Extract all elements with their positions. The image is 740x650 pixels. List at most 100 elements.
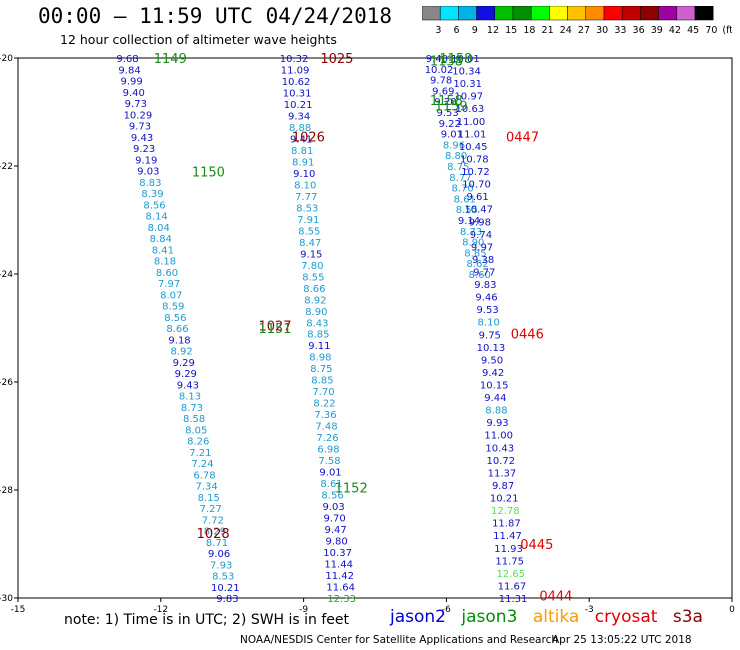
x-tick-label: -6 bbox=[442, 605, 451, 612]
swh-value-label: 9.69 bbox=[432, 86, 454, 97]
swh-value-label: 8.14 bbox=[146, 212, 168, 223]
swh-value-label: 8.83 bbox=[139, 178, 161, 189]
swh-value-label: 10.21 bbox=[490, 494, 519, 505]
swh-value-label: 7.36 bbox=[314, 410, 336, 421]
swh-value-label: 10.34 bbox=[452, 67, 481, 78]
colorbar-swatch bbox=[694, 6, 714, 21]
swh-value-label: 7.34 bbox=[195, 482, 217, 493]
y-tick-label: -20 bbox=[0, 54, 13, 64]
swh-value-label: 12.65 bbox=[497, 569, 526, 580]
swh-value-label: 9.53 bbox=[476, 305, 498, 316]
swh-value-label: 8.60 bbox=[156, 268, 178, 279]
colorbar-label: 33 bbox=[614, 25, 626, 36]
pass-time-label: 0447 bbox=[506, 130, 539, 145]
swh-value-label: 9.97 bbox=[471, 242, 493, 253]
swh-value-label: 11.42 bbox=[325, 571, 354, 582]
swh-value-label: 9.06 bbox=[208, 549, 230, 560]
swh-value-label: 10.01 bbox=[451, 54, 480, 65]
swh-value-label: 8.92 bbox=[304, 295, 326, 306]
satellite-label-jason3: jason3 bbox=[461, 607, 518, 627]
page-title: 00:00 – 11:59 UTC 04/24/2018 bbox=[38, 4, 393, 28]
swh-value-label: 8.55 bbox=[302, 272, 324, 283]
swh-value-label: 8.10 bbox=[478, 318, 500, 329]
swh-value-label: 7.70 bbox=[312, 387, 334, 398]
swh-value-label: 9.47 bbox=[324, 525, 346, 536]
pass-time-label: 1151 bbox=[258, 322, 291, 337]
swh-value-label: 9.84 bbox=[118, 65, 140, 76]
swh-value-label: 8.88 bbox=[289, 123, 311, 134]
pass-time-label: 1138 bbox=[430, 55, 463, 70]
swh-value-label: 8.84 bbox=[150, 234, 172, 245]
swh-value-label: 10.62 bbox=[282, 77, 311, 88]
swh-value-label: 10.70 bbox=[462, 180, 491, 191]
swh-value-label: 8.90 bbox=[305, 307, 327, 318]
swh-value-label: 9.83 bbox=[474, 280, 496, 291]
swh-value-label: 8.18 bbox=[154, 257, 176, 268]
swh-value-label: 9.61 bbox=[466, 192, 488, 203]
swh-value-label: 8.98 bbox=[309, 353, 331, 364]
swh-value-label: 9.70 bbox=[323, 514, 345, 525]
swh-value-label: 8.56 bbox=[321, 491, 343, 502]
swh-value-label: 8.60 bbox=[469, 270, 491, 281]
swh-value-label: 9.40 bbox=[123, 88, 145, 99]
swh-value-label: 11.64 bbox=[326, 583, 355, 594]
swh-value-label: 7.77 bbox=[295, 192, 317, 203]
swh-value-label: 9.73 bbox=[125, 99, 147, 110]
swh-value-label: 9.41 bbox=[290, 134, 312, 145]
swh-value-label: 8.71 bbox=[206, 538, 228, 549]
satellite-label-altika: altika bbox=[532, 607, 580, 627]
swh-value-label: 9.50 bbox=[481, 355, 503, 366]
swh-value-label: 9.10 bbox=[293, 169, 315, 180]
swh-value-label: 8.55 bbox=[456, 205, 478, 216]
swh-value-label: 9.29 bbox=[173, 358, 195, 369]
swh-value-label: 11.47 bbox=[493, 531, 522, 542]
swh-value-label: 7.58 bbox=[318, 456, 340, 467]
swh-value-label: 9.03 bbox=[322, 502, 344, 513]
swh-value-label: 8.75 bbox=[310, 364, 332, 375]
swh-value-label: 9.68 bbox=[116, 54, 138, 65]
satellite-legend: jason2 jason3 altika cryosat s3a bbox=[390, 607, 713, 627]
pass-time-label: 1152 bbox=[335, 481, 368, 496]
page-subtitle: 12 hour collection of altimeter wave hei… bbox=[60, 32, 337, 47]
colorbar-label: 24 bbox=[560, 25, 572, 36]
swh-value-label: 9.18 bbox=[168, 335, 190, 346]
swh-value-label: 8.29 bbox=[204, 527, 226, 538]
colorbar-label: 15 bbox=[505, 25, 517, 36]
swh-value-label: 9.11 bbox=[308, 341, 330, 352]
colorbar-label: (ft) bbox=[722, 25, 732, 36]
swh-value-label: 9.74 bbox=[470, 230, 492, 241]
satellite-label-s3a: s3a bbox=[672, 607, 703, 627]
swh-value-label: 11.00 bbox=[457, 117, 486, 128]
x-tick-label: -12 bbox=[153, 605, 168, 612]
swh-value-label: 10.72 bbox=[487, 456, 516, 467]
swh-value-label: 8.75 bbox=[447, 162, 469, 173]
swh-value-label: 11.75 bbox=[495, 556, 524, 567]
colorbar-label: 6 bbox=[454, 25, 460, 36]
pass-time-label: 1159 bbox=[435, 100, 468, 115]
swh-value-label: 9.23 bbox=[133, 144, 155, 155]
pass-time-label: 1149 bbox=[154, 52, 187, 67]
swh-value-label: 6.98 bbox=[317, 445, 339, 456]
swh-value-label: 8.85 bbox=[464, 248, 486, 259]
swh-value-label: 9.87 bbox=[492, 481, 514, 492]
x-tick-label: -9 bbox=[299, 605, 308, 612]
swh-value-label: 8.56 bbox=[143, 200, 165, 211]
swh-value-label: 9.03 bbox=[137, 167, 159, 178]
swh-value-label: 8.61 bbox=[320, 479, 342, 490]
colorbar-label: 30 bbox=[596, 25, 608, 36]
colorbar-label: 3 bbox=[435, 25, 441, 36]
pass-time-label: 1158 bbox=[430, 94, 463, 109]
swh-value-label: 8.77 bbox=[449, 173, 471, 184]
swh-value-label: 11.01 bbox=[458, 129, 487, 140]
pass-time-label: 0444 bbox=[539, 589, 572, 604]
pass-time-label: 0446 bbox=[511, 327, 544, 342]
swh-value-label: 8.26 bbox=[187, 437, 209, 448]
swh-value-label: 11.44 bbox=[324, 560, 353, 571]
swh-value-label: 9.22 bbox=[439, 119, 461, 130]
swh-value-label: 11.67 bbox=[498, 581, 527, 592]
swh-value-label: 8.66 bbox=[166, 324, 188, 335]
swh-value-label: 8.62 bbox=[466, 259, 488, 270]
swh-value-label: 10.21 bbox=[211, 583, 240, 594]
swh-value-label: 10.78 bbox=[460, 154, 489, 165]
